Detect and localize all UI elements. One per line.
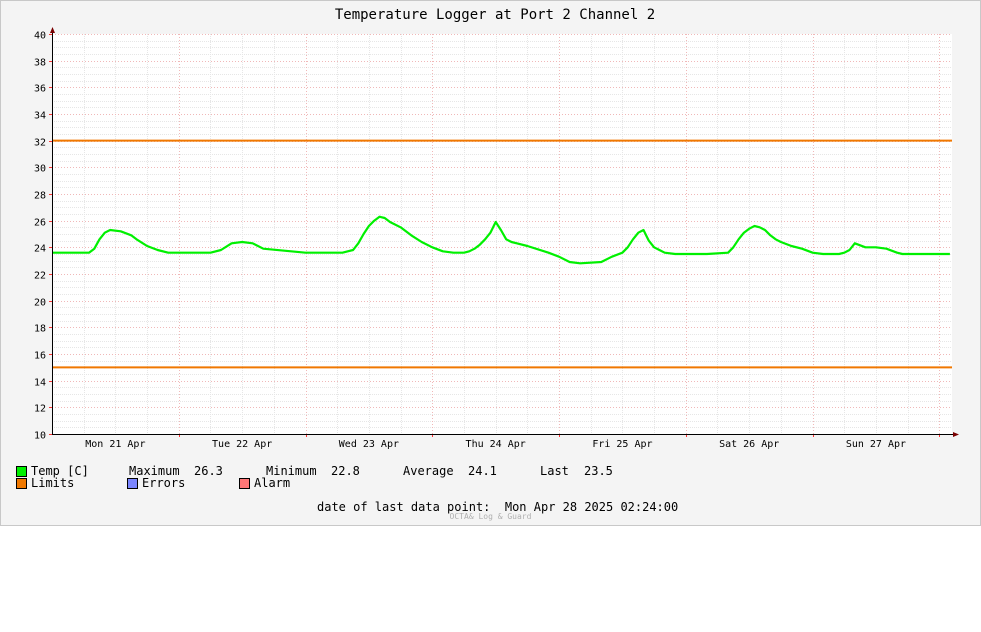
- y-tick-label: 18: [34, 324, 46, 335]
- y-tick-label: 14: [34, 378, 46, 389]
- x-tick-label: Sat 26 Apr: [719, 439, 779, 450]
- chart-title: Temperature Logger at Port 2 Channel 2: [335, 7, 655, 23]
- alarm-swatch: [239, 478, 250, 489]
- legend-last-label: Last: [540, 464, 569, 478]
- legend-minimum-label: Minimum: [266, 464, 317, 478]
- last-point-value: Mon Apr 28 2025 02:24:00: [504, 500, 679, 514]
- y-tick-label: 40: [34, 31, 46, 42]
- legend-last-value: 23.5: [584, 464, 613, 478]
- y-tick-label: 26: [34, 218, 46, 229]
- y-tick-label: 32: [34, 138, 46, 149]
- legend-row-flags: Limits Errors Alarm: [16, 476, 336, 490]
- x-tick-label: Tue 22 Apr: [212, 439, 272, 450]
- x-axis-arrow: [953, 432, 959, 437]
- y-tick-label: 38: [34, 58, 46, 69]
- y-tick-label: 36: [34, 84, 46, 95]
- x-tick-label: Thu 24 Apr: [466, 439, 526, 450]
- y-tick-label: 10: [34, 431, 46, 442]
- y-tick-label: 12: [34, 404, 46, 415]
- legend-alarm-label: Alarm: [254, 476, 291, 490]
- x-tick-label: Mon 21 Apr: [85, 439, 145, 450]
- x-tick-label: Sun 27 Apr: [846, 439, 906, 450]
- x-tick-label: Wed 23 Apr: [339, 439, 399, 450]
- limits-swatch: [16, 478, 27, 489]
- y-tick-label: 22: [34, 271, 46, 282]
- legend-minimum-value: 22.8: [331, 464, 360, 478]
- chart-panel: 10 12 14 16 18 20 22 24 26 28 30 32 34 36 38 40 Mon 21 A…: [0, 0, 981, 526]
- errors-swatch: [127, 478, 138, 489]
- brand-watermark: OCTA& Log & Guard: [449, 512, 532, 521]
- y-tick-label: 24: [34, 244, 46, 255]
- legend-maximum-value: 26.3: [194, 464, 223, 478]
- legend-average-label: Average: [403, 464, 454, 478]
- temp-swatch: [16, 466, 27, 477]
- last-data-point: date of last data point: Mon Apr 28 2025…: [317, 500, 678, 514]
- y-tick-label: 28: [34, 191, 46, 202]
- legend-errors-label: Errors: [142, 476, 186, 490]
- legend-average-value: 24.1: [468, 464, 497, 478]
- temperature-chart: 10 12 14 16 18 20 22 24 26 28 30 32 34 36 38 40 Mon 21 A…: [34, 7, 959, 450]
- y-tick-label: 20: [34, 298, 46, 309]
- legend-row-temp: Temp [C] Maximum 26.3 Minimum 22.8 Avera…: [16, 464, 656, 478]
- legend-maximum-label: Maximum: [129, 464, 180, 478]
- y-tick-label: 30: [34, 164, 46, 175]
- y-axis-arrow: [50, 27, 55, 33]
- last-point-label: date of last data point:: [317, 500, 491, 514]
- y-tick-label: 16: [34, 351, 46, 362]
- x-tick-label: Fri 25 Apr: [592, 439, 652, 450]
- temperature-series-line: [52, 215, 950, 265]
- legend-temp-label: Temp [C]: [31, 464, 89, 478]
- y-tick-label: 34: [34, 111, 46, 122]
- legend-limits-label: Limits: [31, 476, 75, 490]
